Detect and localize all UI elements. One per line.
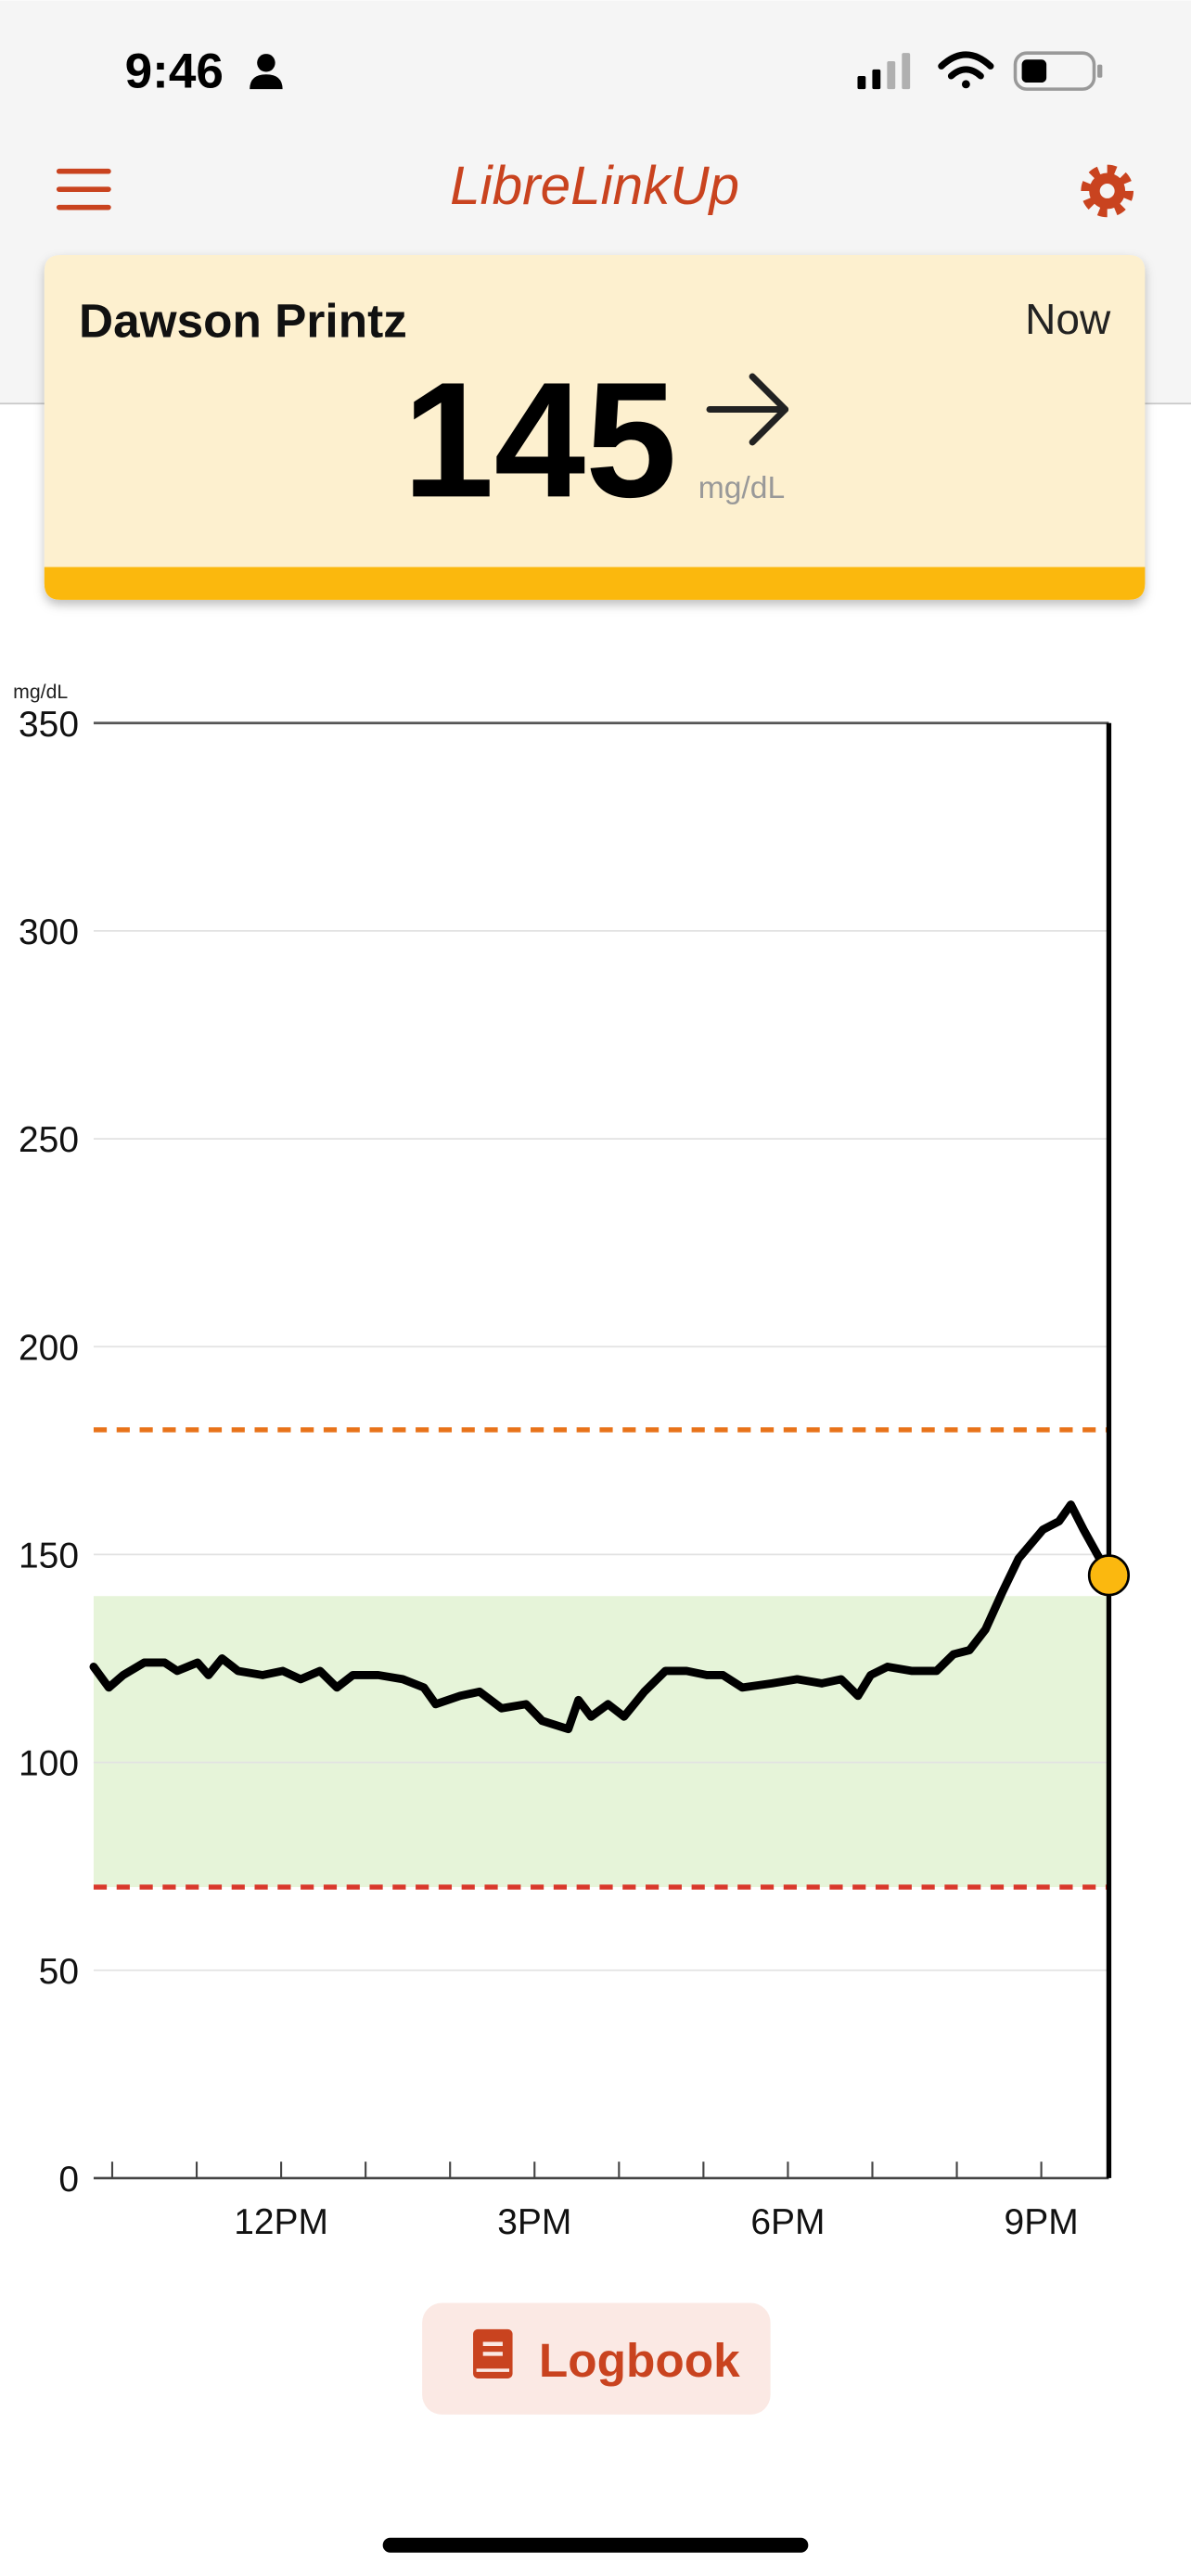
x-tick-label: 9PM — [1005, 2202, 1079, 2242]
y-tick-label: 100 — [19, 1744, 79, 1784]
y-tick-label: 350 — [19, 705, 79, 745]
x-tick-label: 6PM — [750, 2202, 825, 2242]
glucose-chart: 0 50 100 150 200 250 300 350 12PM 3PM 6PM 9PM — [19, 705, 1131, 2242]
y-tick-label: 250 — [19, 1120, 79, 1160]
y-tick-label: 150 — [19, 1537, 79, 1576]
y-tick-label: 300 — [19, 912, 79, 952]
status-time: 9:46 — [125, 44, 224, 98]
trend-arrow — [706, 373, 789, 446]
current-reading-marker — [1087, 1554, 1131, 1597]
menu-button[interactable] — [56, 168, 111, 210]
patient-name: Dawson Printz — [79, 295, 407, 348]
y-tick-label: 200 — [19, 1328, 79, 1368]
y-tick-label: 50 — [39, 1952, 79, 1992]
glucose-line — [89, 1500, 1113, 1734]
logbook-button[interactable]: Logbook — [422, 2302, 771, 2415]
app-title: LibreLinkUp — [450, 156, 739, 216]
y-tick-label: 0 — [58, 2160, 79, 2200]
reading-time: Now — [1025, 295, 1111, 343]
glucose-card — [44, 255, 1146, 600]
battery-icon — [1013, 51, 1103, 91]
x-tick-label: 3PM — [497, 2202, 571, 2242]
glucose-reading: 145 — [403, 348, 676, 531]
target-band — [93, 1596, 1109, 1888]
signal-icon — [857, 53, 911, 90]
settings-button[interactable] — [1081, 164, 1134, 218]
y-axis-label: mg/dL — [13, 681, 68, 703]
logbook-label[interactable]: Logbook — [539, 2334, 740, 2387]
wifi-icon — [938, 51, 994, 89]
x-tick-label: 12PM — [234, 2202, 328, 2242]
home-indicator — [382, 2537, 809, 2553]
person-icon — [250, 54, 283, 90]
reading-unit: mg/dL — [698, 471, 785, 505]
